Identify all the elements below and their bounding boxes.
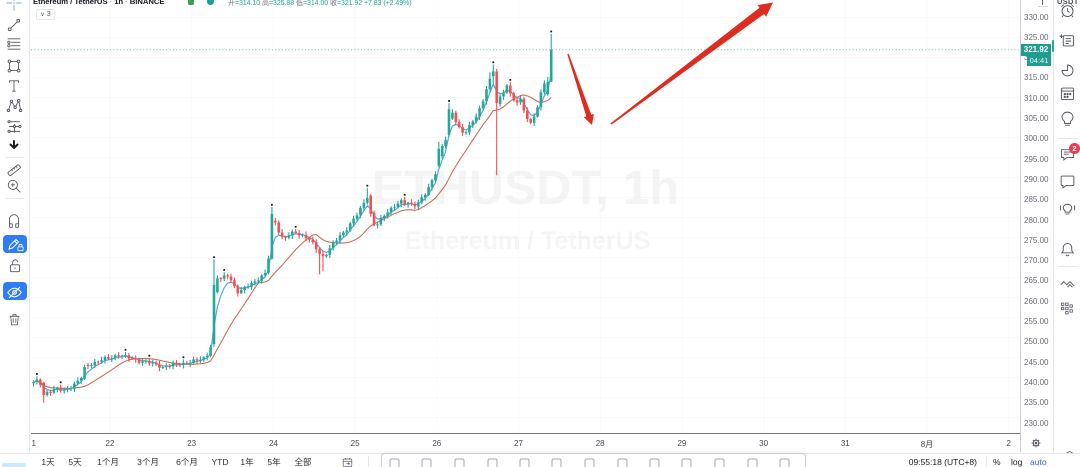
svg-text:Ethereum / TetherUS: Ethereum / TetherUS <box>405 227 650 255</box>
svg-text:ETHUSDT, 1h: ETHUSDT, 1h <box>372 161 679 215</box>
